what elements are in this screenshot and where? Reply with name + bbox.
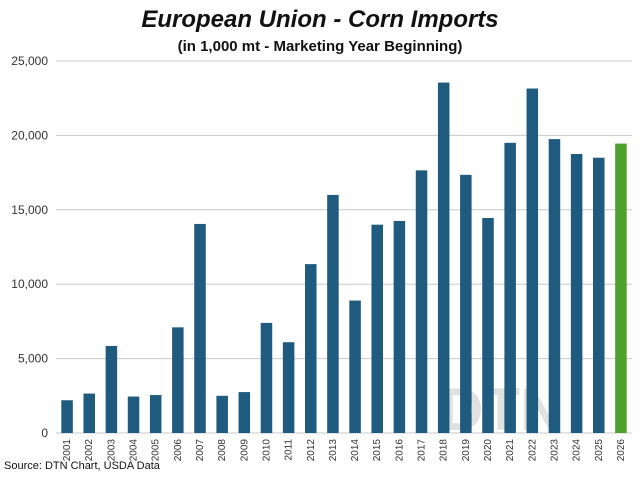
bar-2004 [127, 396, 140, 433]
bar-2012 [305, 264, 317, 433]
bar-2011 [282, 342, 295, 433]
y-axis-tick-labels: 0 5,000 10,000 15,000 20,000 25,000 [11, 54, 48, 440]
bar-2019 [460, 174, 472, 433]
bars [61, 82, 627, 434]
x-tick-label: 2010 [261, 439, 272, 462]
bar-2020 [482, 217, 494, 433]
bar-2009 [238, 392, 251, 433]
chart-subtitle: (in 1,000 mt - Marketing Year Beginning) [177, 38, 463, 55]
x-tick-label: 2006 [173, 439, 184, 462]
x-axis-tick-labels: 2001 2002 2003 2004 2005 2006 2007 2008 2009 2010… [62, 439, 627, 462]
x-tick-label: 2004 [129, 439, 140, 462]
x-tick-label: 2012 [306, 439, 317, 462]
x-tick-label: 2002 [84, 439, 95, 462]
bar-2005 [149, 395, 162, 433]
bar-2006 [172, 327, 184, 433]
y-tick-label: 10,000 [11, 277, 48, 291]
bar-2002 [83, 393, 95, 433]
chart-title: European Union - Corn Imports [141, 6, 499, 33]
dtn-watermark-logo: DTN [440, 376, 563, 443]
x-tick-label: 2003 [106, 439, 117, 462]
bar-2014 [349, 300, 361, 433]
bar-2016 [393, 220, 406, 433]
x-tick-label: 2013 [328, 439, 339, 462]
x-tick-label: 2026 [616, 439, 627, 462]
y-tick-label: 25,000 [11, 54, 48, 68]
x-tick-label: 2005 [151, 439, 162, 462]
x-tick-label: 2007 [195, 439, 206, 462]
bar-2015 [371, 224, 383, 433]
x-tick-label: 2008 [217, 439, 228, 462]
x-tick-label: 2011 [284, 439, 295, 461]
x-tick-label: 2016 [394, 439, 405, 462]
bar-2010 [260, 322, 273, 433]
x-tick-label: 2015 [372, 439, 383, 462]
x-tick-label: 2023 [549, 439, 560, 462]
bar-2024 [570, 154, 583, 433]
y-tick-label: 0 [41, 426, 48, 440]
x-tick-label: 2021 [505, 439, 516, 462]
bar-2026 [615, 143, 627, 434]
bar-2008 [216, 395, 228, 433]
source-note: Source: DTN Chart, USDA Data [4, 460, 160, 472]
x-tick-label: 2019 [461, 439, 472, 462]
y-tick-label: 5,000 [18, 352, 48, 366]
x-tick-label: 2017 [417, 439, 428, 462]
x-tick-label: 2022 [527, 439, 538, 462]
y-tick-label: 15,000 [11, 203, 48, 217]
bar-2025 [593, 157, 605, 433]
bar-2023 [548, 139, 561, 433]
bar-2022 [526, 88, 539, 433]
bar-2021 [504, 142, 516, 433]
x-tick-label: 2020 [483, 439, 494, 462]
bar-2001 [61, 400, 73, 433]
bar-2003 [105, 345, 118, 433]
bar-2018 [437, 82, 450, 434]
bar-2017 [415, 170, 428, 434]
x-tick-label: 2014 [350, 439, 361, 462]
x-tick-label: 2025 [594, 439, 605, 462]
y-tick-label: 20,000 [11, 128, 48, 142]
x-tick-label: 2018 [439, 439, 450, 462]
bar-2007 [194, 223, 206, 433]
bar-2013 [327, 194, 339, 433]
x-tick-label: 2001 [62, 439, 73, 462]
x-tick-label: 2024 [572, 439, 583, 462]
x-tick-label: 2009 [239, 439, 250, 462]
